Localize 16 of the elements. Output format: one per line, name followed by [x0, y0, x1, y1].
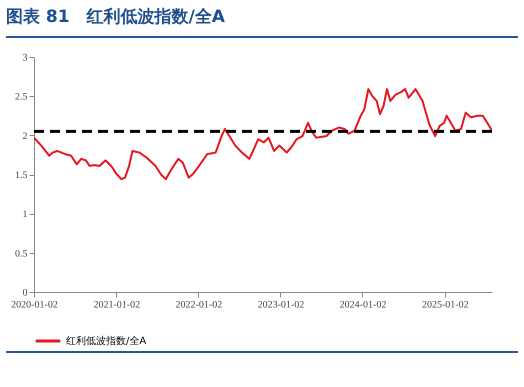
y-tick-label: 1.5 — [15, 170, 28, 181]
x-tick-label: 2020-01-02 — [11, 300, 58, 310]
legend-label: 红利低波指数/全A — [66, 335, 146, 347]
y-tick-label: 2 — [22, 130, 28, 142]
x-tick-label: 2021-01-02 — [93, 300, 140, 310]
y-tick-label: 0 — [22, 288, 28, 298]
x-tick-label: 2024-01-02 — [340, 300, 386, 310]
y-tick-label: 0.5 — [15, 248, 28, 260]
y-tick-label: 2.5 — [15, 92, 28, 103]
y-tick-label: 3 — [22, 52, 28, 64]
chart-title: 图表 81 红利低波指数/全A — [6, 6, 225, 28]
x-tick-label: 2022-01-02 — [176, 300, 222, 310]
x-tick-label: 2025-01-02 — [422, 300, 469, 310]
x-tick-label: 2023-01-02 — [258, 300, 304, 310]
line-series — [34, 88, 492, 180]
y-tick-label: 1 — [22, 209, 28, 220]
